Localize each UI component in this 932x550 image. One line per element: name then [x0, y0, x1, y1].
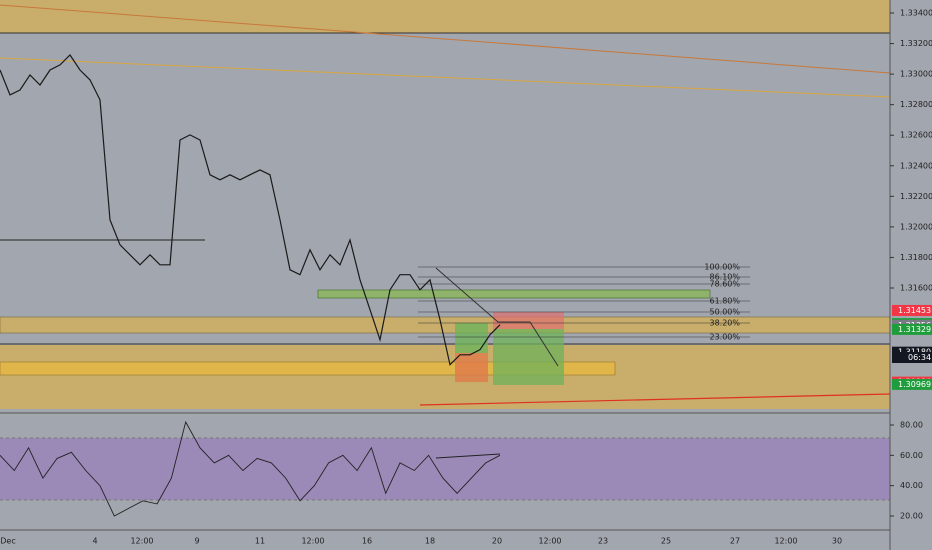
time-label: 18: [425, 537, 435, 546]
fib-label: 23.00%: [709, 333, 740, 342]
time-label: 12:00: [538, 537, 561, 546]
trend-line: [419, 393, 891, 406]
fib-label: 78.60%: [709, 280, 740, 289]
position-box: [455, 353, 488, 382]
time-label: 12:00: [301, 537, 324, 546]
trend-line: [435, 453, 501, 459]
price-label: 1.33000: [900, 70, 932, 79]
position-box: [493, 312, 564, 329]
tag-label: 1.30969: [898, 380, 931, 389]
rsi-label: 40.00: [900, 481, 923, 490]
tag-box: [892, 378, 932, 390]
projection-path: [435, 267, 559, 367]
rsi-label: 20.00: [900, 512, 923, 521]
fib-label: 50.00%: [709, 308, 740, 317]
countdown-tag: 06:34: [892, 352, 932, 363]
time-label: 20: [492, 537, 502, 546]
price-label: 1.32200: [900, 192, 932, 201]
rsi-line: [0, 420, 501, 517]
price-label: 1.32000: [900, 222, 932, 231]
position-box: [455, 323, 488, 353]
time-label: 23: [598, 537, 608, 546]
price-tag: 1.31453: [892, 304, 932, 316]
time-label: 25: [661, 537, 671, 546]
time-label: 27: [730, 537, 740, 546]
price-tag: 1.31329: [892, 323, 932, 335]
tag-box: [892, 304, 932, 316]
tag-label: 1.31453: [898, 306, 931, 315]
price-line: [0, 54, 501, 366]
rsi-label: 60.00: [900, 451, 923, 460]
fib-label: 86.10%: [709, 273, 740, 282]
price-label: 1.32800: [900, 100, 932, 109]
price-label: 1.32400: [900, 161, 932, 170]
tag-box: [892, 352, 932, 363]
tag-label: 1.31329: [898, 325, 931, 334]
trend-line: [0, 57, 891, 98]
time-label: 11: [255, 537, 265, 546]
time-label: 9: [194, 537, 199, 546]
fib-levels: 100.00%86.10%78.60% 61.80% 50.00% 38.20% 23.…: [418, 263, 750, 342]
price-tag: 1.30969: [892, 378, 932, 390]
time-label: 4: [92, 537, 97, 546]
rsi-label: 80.00: [900, 421, 923, 430]
time-label: 16: [362, 537, 372, 546]
tag-box: [892, 323, 932, 335]
fib-label: 38.20%: [709, 319, 740, 328]
trend-line: [0, 4, 891, 74]
countdown: 06:34: [908, 353, 931, 362]
time-label: 12:00: [130, 537, 153, 546]
price-label: 1.31800: [900, 253, 932, 262]
zone: [0, 0, 890, 33]
fib-label: 100.00%: [704, 263, 740, 272]
time-label: 30: [832, 537, 842, 546]
zone: [0, 316, 891, 334]
price-label: 1.33400: [900, 9, 932, 18]
zone: [317, 289, 711, 299]
price-label: 1.33200: [900, 39, 932, 48]
position-box: [493, 329, 564, 385]
zone: [0, 345, 890, 409]
rsi-band: [0, 438, 890, 500]
price-label: 1.32600: [900, 131, 932, 140]
time-label: 12:00: [774, 537, 797, 546]
fib-label: 61.80%: [709, 297, 740, 306]
price-label: 1.31600: [900, 284, 932, 293]
time-label: Dec: [0, 537, 15, 546]
